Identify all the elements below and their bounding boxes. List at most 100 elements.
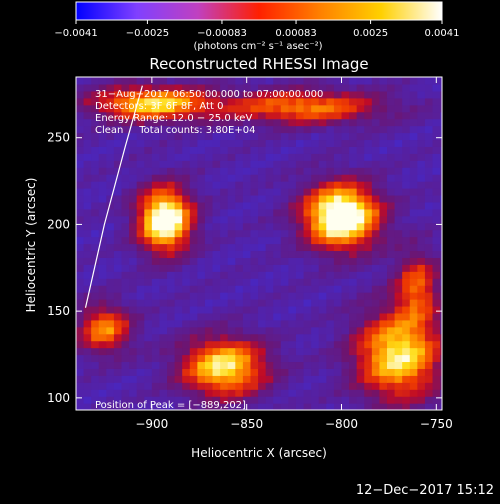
heatmap-cell: [341, 278, 350, 286]
heatmap-cell: [402, 146, 411, 154]
heatmap-cell: [98, 257, 107, 265]
heatmap-cell: [303, 229, 312, 238]
heatmap-cell: [280, 271, 289, 279]
heatmap-cell: [440, 194, 442, 203]
heatmap-cell: [250, 333, 259, 342]
heatmap-cell: [189, 132, 198, 141]
heatmap-cell: [151, 104, 161, 113]
heatmap-cell: [151, 167, 161, 175]
heatmap-cell: [440, 208, 442, 217]
heatmap-cell: [167, 77, 176, 85]
heatmap-cell: [265, 160, 274, 168]
heatmap-cell: [311, 236, 320, 245]
heatmap-cell: [387, 229, 396, 238]
heatmap-cell: [364, 201, 373, 210]
heatmap-cell: [288, 285, 297, 293]
heatmap-cell: [424, 375, 434, 383]
heatmap-cell: [387, 188, 396, 196]
heatmap-cell: [174, 125, 183, 134]
heatmap-cell: [129, 90, 138, 99]
heatmap-cell: [106, 229, 115, 238]
heatmap-cell: [288, 368, 297, 376]
heatmap-cell: [326, 229, 335, 238]
heatmap-cell: [417, 90, 426, 99]
heatmap-cell: [387, 160, 396, 168]
heatmap-cell: [265, 333, 274, 342]
heatmap-cell: [440, 396, 442, 404]
heatmap-cell: [220, 319, 229, 328]
heatmap-cell: [129, 97, 138, 106]
heatmap-cell: [424, 167, 434, 175]
heatmap-cell: [220, 312, 229, 321]
heatmap-cell: [318, 160, 327, 168]
heatmap-cell: [318, 229, 327, 238]
heatmap-cell: [197, 243, 206, 252]
heatmap-cell: [311, 215, 320, 224]
heatmap-cell: [189, 222, 198, 231]
heatmap-cell: [417, 77, 426, 85]
heatmap-cell: [144, 215, 153, 224]
heatmap-cell: [379, 368, 388, 376]
heatmap-cell: [151, 396, 161, 404]
heatmap-cell: [227, 375, 236, 383]
heatmap-cell: [76, 354, 85, 363]
heatmap-cell: [91, 319, 100, 328]
heatmap-cell: [235, 278, 244, 286]
heatmap-cell: [227, 368, 236, 376]
heatmap-cell: [136, 77, 145, 85]
heatmap-cell: [379, 215, 388, 224]
heatmap-cell: [387, 382, 396, 390]
heatmap-cell: [98, 111, 107, 120]
heatmap-cell: [303, 396, 312, 404]
heatmap-cell: [98, 368, 107, 376]
heatmap-cell: [106, 361, 115, 369]
heatmap-cell: [273, 125, 282, 134]
heatmap-cell: [432, 326, 441, 335]
x-tick-label: −750: [420, 417, 453, 431]
heatmap-cell: [204, 299, 214, 307]
heatmap-cell: [258, 139, 267, 147]
heatmap-cell: [394, 104, 403, 113]
heatmap-cell: [258, 208, 267, 217]
heatmap-cell: [113, 264, 123, 272]
heatmap-cell: [371, 118, 381, 127]
heatmap-cell: [273, 188, 282, 196]
heatmap-cell: [189, 174, 198, 182]
heatmap-cell: [424, 153, 434, 161]
heatmap-cell: [174, 354, 183, 363]
heatmap-cell: [318, 305, 327, 314]
heatmap-cell: [356, 229, 365, 238]
heatmap-cell: [167, 215, 176, 224]
heatmap-cell: [235, 319, 244, 328]
heatmap-cell: [349, 292, 358, 300]
heatmap-cell: [189, 340, 198, 349]
heatmap-cell: [182, 403, 191, 410]
heatmap-cell: [341, 201, 350, 210]
heatmap-cell: [76, 139, 85, 147]
heatmap-cell: [417, 83, 426, 92]
heatmap-cell: [379, 90, 388, 99]
heatmap-cell: [371, 104, 381, 113]
heatmap-cell: [174, 194, 183, 203]
heatmap-cell: [258, 375, 267, 383]
heatmap-cell: [159, 104, 168, 113]
heatmap-cell: [113, 319, 123, 328]
heatmap-cell: [303, 354, 312, 363]
heatmap-cell: [106, 201, 115, 210]
heatmap-cell: [326, 208, 335, 217]
heatmap-cell: [440, 90, 442, 99]
heatmap-cell: [113, 271, 123, 279]
heatmap-cell: [144, 90, 153, 99]
heatmap-cell: [394, 375, 403, 383]
heatmap-cell: [182, 201, 191, 210]
heatmap-cell: [326, 167, 335, 175]
heatmap-cell: [273, 375, 282, 383]
heatmap-cell: [394, 257, 403, 265]
heatmap-cell: [409, 340, 418, 349]
heatmap-cell: [364, 111, 373, 120]
heatmap-cell: [106, 305, 115, 314]
heatmap-cell: [182, 361, 191, 369]
heatmap-cell: [121, 243, 130, 252]
heatmap-cell: [76, 326, 85, 335]
heatmap-cell: [197, 181, 206, 189]
